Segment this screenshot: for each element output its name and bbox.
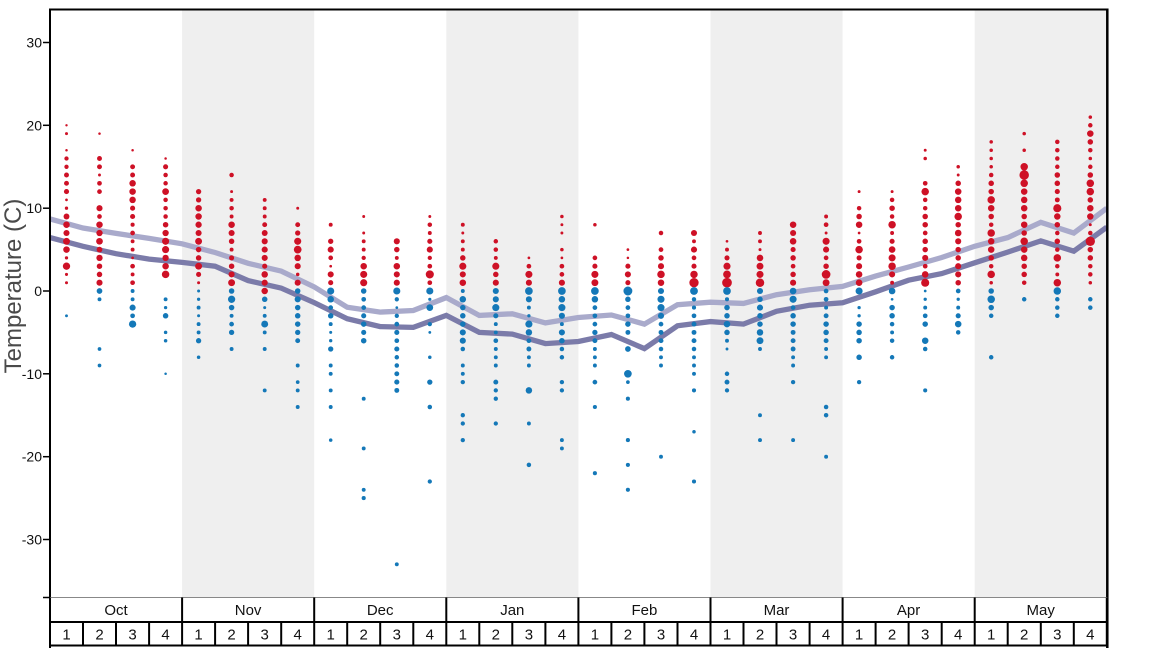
- svg-text:3: 3: [128, 627, 136, 644]
- svg-text:2: 2: [360, 627, 368, 644]
- svg-text:4: 4: [161, 627, 169, 644]
- svg-text:4: 4: [954, 627, 962, 644]
- svg-text:3: 3: [261, 627, 269, 644]
- svg-text:Nov: Nov: [235, 602, 262, 619]
- svg-text:0: 0: [34, 283, 42, 299]
- svg-text:Mar: Mar: [764, 602, 790, 619]
- svg-text:-20: -20: [22, 449, 42, 465]
- svg-text:1: 1: [62, 627, 70, 644]
- svg-text:-30: -30: [22, 532, 42, 548]
- svg-text:4: 4: [294, 627, 302, 644]
- svg-text:1: 1: [591, 627, 599, 644]
- svg-text:1: 1: [855, 627, 863, 644]
- svg-text:Oct: Oct: [104, 602, 128, 619]
- svg-text:2: 2: [1020, 627, 1028, 644]
- svg-text:10: 10: [26, 200, 42, 216]
- svg-text:1: 1: [194, 627, 202, 644]
- svg-text:Apr: Apr: [897, 602, 920, 619]
- svg-text:3: 3: [921, 627, 929, 644]
- svg-text:2: 2: [227, 627, 235, 644]
- svg-text:1: 1: [327, 627, 335, 644]
- svg-text:-10: -10: [22, 366, 42, 382]
- svg-text:1: 1: [459, 627, 467, 644]
- svg-text:20: 20: [26, 117, 42, 133]
- svg-text:4: 4: [822, 627, 830, 644]
- svg-text:3: 3: [657, 627, 665, 644]
- svg-text:Temperature (C): Temperature (C): [0, 199, 27, 374]
- svg-text:2: 2: [492, 627, 500, 644]
- svg-text:May: May: [1027, 602, 1056, 619]
- svg-text:Jan: Jan: [500, 602, 524, 619]
- svg-text:4: 4: [1086, 627, 1094, 644]
- svg-text:2: 2: [888, 627, 896, 644]
- svg-text:4: 4: [558, 627, 566, 644]
- svg-text:4: 4: [690, 627, 698, 644]
- svg-text:3: 3: [393, 627, 401, 644]
- svg-text:3: 3: [525, 627, 533, 644]
- svg-text:4: 4: [426, 627, 434, 644]
- svg-text:2: 2: [756, 627, 764, 644]
- svg-text:2: 2: [95, 627, 103, 644]
- svg-text:3: 3: [789, 627, 797, 644]
- svg-text:2: 2: [624, 627, 632, 644]
- svg-text:1: 1: [723, 627, 731, 644]
- svg-text:Feb: Feb: [631, 602, 657, 619]
- svg-text:3: 3: [1053, 627, 1061, 644]
- svg-text:30: 30: [26, 35, 42, 51]
- svg-text:1: 1: [987, 627, 995, 644]
- svg-text:Dec: Dec: [367, 602, 394, 619]
